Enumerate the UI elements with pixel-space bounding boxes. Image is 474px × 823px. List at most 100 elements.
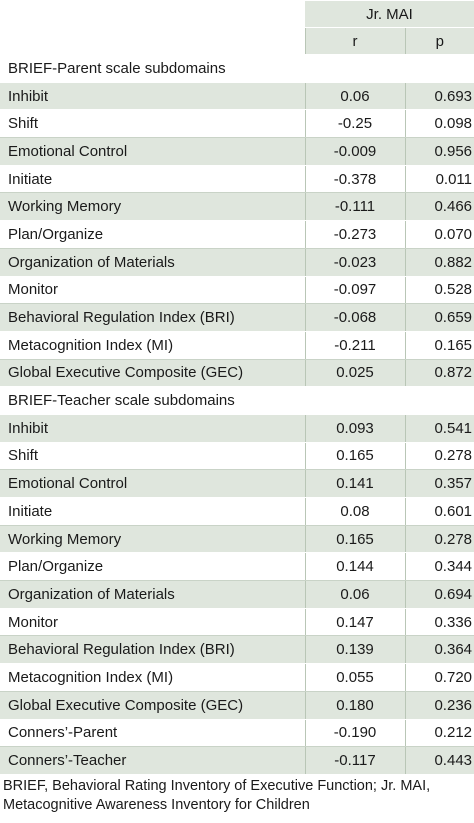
row-label: Working Memory: [0, 524, 305, 554]
table-row: Shift -0.25 0.098: [0, 109, 474, 139]
table-row: Emotional Control -0.009 0.956: [0, 137, 474, 166]
r-value: -0.009: [304, 137, 405, 166]
r-value: -0.211: [304, 330, 405, 360]
r-value: -0.111: [304, 192, 405, 222]
p-value: 0.364: [404, 635, 474, 665]
row-label: Initiate: [0, 164, 305, 194]
row-label: Organization of Materials: [0, 247, 305, 277]
table-row: Initiate -0.378 0.011: [0, 164, 474, 194]
row-label: Working Memory: [0, 192, 305, 222]
r-value: 0.06: [304, 580, 405, 609]
table-row: Monitor 0.147 0.336: [0, 607, 474, 637]
r-value: 0.06: [304, 81, 405, 111]
table-row: Plan/Organize 0.144 0.344: [0, 552, 474, 582]
row-label: Shift: [0, 109, 305, 139]
table-row: Behavioral Regulation Index (BRI) -0.068 0…: [0, 303, 474, 332]
p-value: 0.601: [404, 497, 474, 526]
p-value: 0.956: [404, 137, 474, 166]
p-value: 0.165: [404, 330, 474, 360]
p-value: 0.872: [404, 358, 474, 388]
header-blank-cell: [0, 27, 305, 55]
section-header-row: BRIEF-Parent scale subdomains: [0, 54, 474, 83]
table-row: Conners’-Teacher -0.117 0.443: [0, 746, 474, 775]
table-row: Metacognition Index (MI) -0.211 0.165: [0, 330, 474, 360]
section-header-row: BRIEF-Teacher scale subdomains: [0, 386, 474, 415]
table-row: Shift 0.165 0.278: [0, 441, 474, 471]
section-title: BRIEF-Parent scale subdomains: [0, 54, 474, 83]
row-label: Behavioral Regulation Index (BRI): [0, 635, 305, 665]
row-label: Metacognition Index (MI): [0, 663, 305, 692]
correlation-table: Jr. MAI r p BRIEF-Parent scale subdomain…: [0, 0, 474, 775]
table-row: Working Memory -0.111 0.466: [0, 192, 474, 222]
header-row-group: Jr. MAI: [0, 0, 474, 28]
row-label: Emotional Control: [0, 137, 305, 166]
p-value: 0.694: [404, 580, 474, 609]
p-value: 0.278: [404, 441, 474, 471]
r-value: 0.165: [304, 441, 405, 471]
table-footnote: BRIEF, Behavioral Rating Inventory of Ex…: [3, 777, 431, 813]
table-row: Inhibit 0.06 0.693: [0, 81, 474, 111]
row-label: Behavioral Regulation Index (BRI): [0, 303, 305, 332]
header-r: r: [304, 27, 405, 55]
table-body: Jr. MAI r p BRIEF-Parent scale subdomain…: [0, 0, 474, 775]
row-label: Emotional Control: [0, 469, 305, 498]
table-row: Monitor -0.097 0.528: [0, 275, 474, 305]
r-value: 0.147: [304, 607, 405, 637]
table-row: Initiate 0.08 0.601: [0, 497, 474, 526]
p-value: 0.236: [404, 690, 474, 720]
table-row: Behavioral Regulation Index (BRI) 0.139 0.…: [0, 635, 474, 665]
table-row: Global Executive Composite (GEC) 0.025 0.8…: [0, 358, 474, 388]
p-value: 0.212: [404, 718, 474, 748]
row-label: Conners’-Parent: [0, 718, 305, 748]
r-value: 0.08: [304, 497, 405, 526]
p-value: 0.278: [404, 524, 474, 554]
row-label: Monitor: [0, 275, 305, 305]
r-value: -0.023: [304, 247, 405, 277]
r-value: 0.144: [304, 552, 405, 582]
table-row: Organization of Materials -0.023 0.882: [0, 247, 474, 277]
row-label: Plan/Organize: [0, 220, 305, 249]
table-row: Organization of Materials 0.06 0.694: [0, 580, 474, 609]
row-label: Organization of Materials: [0, 580, 305, 609]
p-value: 0.336: [404, 607, 474, 637]
p-value: 0.443: [404, 746, 474, 775]
table-row: Emotional Control 0.141 0.357: [0, 469, 474, 498]
row-label: Monitor: [0, 607, 305, 637]
row-label: Inhibit: [0, 81, 305, 111]
section-title: BRIEF-Teacher scale subdomains: [0, 386, 474, 415]
p-value: 0.357: [404, 469, 474, 498]
p-value: 0.011: [404, 164, 474, 194]
r-value: -0.273: [304, 220, 405, 249]
r-value: -0.097: [304, 275, 405, 305]
table-row: Working Memory 0.165 0.278: [0, 524, 474, 554]
header-blank-cell: [0, 0, 305, 28]
p-value: 0.720: [404, 663, 474, 692]
p-value: 0.098: [404, 109, 474, 139]
r-value: 0.141: [304, 469, 405, 498]
r-value: -0.117: [304, 746, 405, 775]
table-row: Inhibit 0.093 0.541: [0, 413, 474, 443]
row-label: Metacognition Index (MI): [0, 330, 305, 360]
r-value: 0.055: [304, 663, 405, 692]
p-value: 0.466: [404, 192, 474, 222]
header-row-columns: r p: [0, 27, 474, 55]
row-label: Global Executive Composite (GEC): [0, 358, 305, 388]
p-value: 0.528: [404, 275, 474, 305]
row-label: Inhibit: [0, 413, 305, 443]
r-value: 0.180: [304, 690, 405, 720]
r-value: -0.378: [304, 164, 405, 194]
row-label: Initiate: [0, 497, 305, 526]
table-row: Conners’-Parent -0.190 0.212: [0, 718, 474, 748]
r-value: 0.165: [304, 524, 405, 554]
r-value: 0.139: [304, 635, 405, 665]
p-value: 0.344: [404, 552, 474, 582]
p-value: 0.070: [404, 220, 474, 249]
p-value: 0.882: [404, 247, 474, 277]
p-value: 0.541: [404, 413, 474, 443]
header-group-label: Jr. MAI: [305, 0, 474, 28]
header-p: p: [404, 27, 474, 55]
row-label: Conners’-Teacher: [0, 746, 305, 775]
row-label: Shift: [0, 441, 305, 471]
r-value: -0.190: [304, 718, 405, 748]
p-value: 0.693: [404, 81, 474, 111]
